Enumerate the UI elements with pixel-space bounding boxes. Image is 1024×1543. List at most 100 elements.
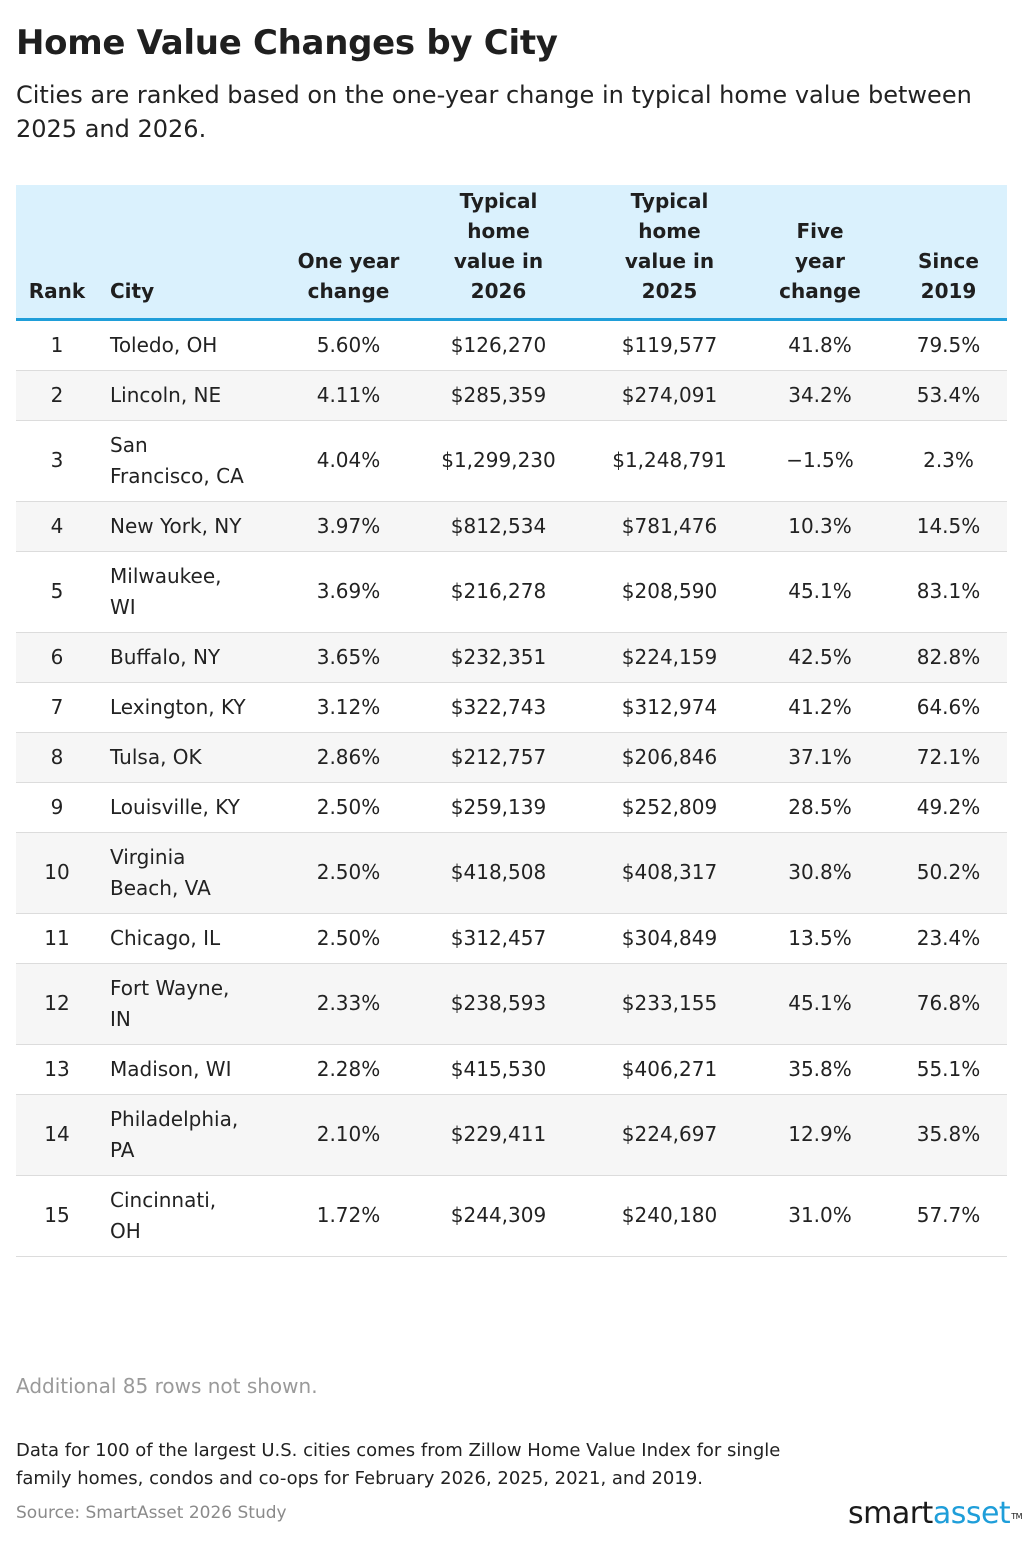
table-row: 15 Cincinnati, OH 1.72% $244,309 $240,180 31.… [16,1175,1007,1257]
since-2019-cell: 55.1% [890,1044,1007,1095]
since-2019-cell: 49.2% [890,782,1007,833]
since-2019-cell: 83.1% [890,551,1007,633]
city-cell: Tulsa, OK [98,732,289,783]
table-row: 7 Lexington, KY 3.12% $322,743 $312,974 41.2%… [16,682,1007,733]
table-row: 4 New York, NY 3.97% $812,534 $781,476 10.3% 1… [16,501,1007,552]
one-year-change-cell: 4.04% [289,420,408,502]
since-2019-cell: 82.8% [890,632,1007,683]
five-year-change-cell: 37.1% [750,732,890,783]
since-2019-cell: 57.7% [890,1175,1007,1257]
one-year-change-cell: 1.72% [289,1175,408,1257]
since-2019-cell: 72.1% [890,732,1007,783]
value-2025-cell: $119,577 [589,319,750,371]
five-year-change-cell: 30.8% [750,832,890,914]
logo-text-asset: asset [932,1496,1011,1531]
value-2025-cell: $304,849 [589,913,750,964]
column-header-city: City [98,185,289,321]
value-2026-cell: $418,508 [408,832,589,914]
one-year-change-cell: 2.50% [289,832,408,914]
column-header-value-2025: Typical home value in 2025 [589,185,750,321]
city-cell: Madison, WI [98,1044,289,1095]
value-2025-cell: $781,476 [589,501,750,552]
value-2025-cell: $312,974 [589,682,750,733]
since-2019-cell: 79.5% [890,319,1007,371]
five-year-change-cell: 31.0% [750,1175,890,1257]
table-row: 9 Louisville, KY 2.50% $259,139 $252,809 28.5… [16,782,1007,833]
city-cell: Louisville, KY [98,782,289,833]
value-2026-cell: $259,139 [408,782,589,833]
logo-text-smart: smart [847,1496,933,1531]
one-year-change-cell: 2.28% [289,1044,408,1095]
since-2019-cell: 76.8% [890,963,1007,1045]
value-2026-cell: $285,359 [408,370,589,421]
five-year-change-cell: 41.8% [750,319,890,371]
city-cell: San Francisco, CA [98,420,289,502]
value-2026-cell: $1,299,230 [408,420,589,502]
one-year-change-cell: 3.12% [289,682,408,733]
chart-subtitle: Cities are ranked based on the one-year … [16,81,972,143]
city-cell: Toledo, OH [98,319,289,371]
data-footnote: Data for 100 of the largest U.S. cities … [16,1440,781,1489]
rank-cell: 9 [16,782,98,833]
rank-cell: 2 [16,370,98,421]
rank-cell: 13 [16,1044,98,1095]
five-year-change-cell: 12.9% [750,1094,890,1176]
table-row: 12 Fort Wayne, IN 2.33% $238,593 $233,155 45.… [16,963,1007,1045]
one-year-change-cell: 4.11% [289,370,408,421]
value-2026-cell: $415,530 [408,1044,589,1095]
city-cell: New York, NY [98,501,289,552]
column-header-rank: Rank [16,185,98,321]
since-2019-cell: 64.6% [890,682,1007,733]
value-2026-cell: $212,757 [408,732,589,783]
five-year-change-cell: 42.5% [750,632,890,683]
since-2019-cell: 53.4% [890,370,1007,421]
one-year-change-cell: 2.33% [289,963,408,1045]
city-cell: Lexington, KY [98,682,289,733]
rank-cell: 11 [16,913,98,964]
rank-cell: 3 [16,420,98,502]
rank-cell: 15 [16,1175,98,1257]
source-line: Source: SmartAsset 2026 Study [16,1503,287,1523]
value-2026-cell: $812,534 [408,501,589,552]
column-header-since-2019: Since 2019 [890,185,1007,321]
table-row: 2 Lincoln, NE 4.11% $285,359 $274,091 34.2% 53… [16,370,1007,421]
table-row: 14 Philadelphia, PA 2.10% $229,411 $224,697 1… [16,1094,1007,1176]
table-row: 13 Madison, WI 2.28% $415,530 $406,271 35.8% 5… [16,1044,1007,1095]
since-2019-cell: 14.5% [890,501,1007,552]
city-cell: Lincoln, NE [98,370,289,421]
value-2026-cell: $126,270 [408,319,589,371]
value-2025-cell: $1,248,791 [589,420,750,502]
five-year-change-cell: 10.3% [750,501,890,552]
one-year-change-cell: 3.69% [289,551,408,633]
city-cell: Buffalo, NY [98,632,289,683]
rank-cell: 1 [16,319,98,371]
value-2026-cell: $322,743 [408,682,589,733]
value-2026-cell: $238,593 [408,963,589,1045]
column-header-five-year-change: Five year change [750,185,890,321]
rank-cell: 7 [16,682,98,733]
value-2025-cell: $274,091 [589,370,750,421]
one-year-change-cell: 2.50% [289,913,408,964]
rank-cell: 10 [16,832,98,914]
column-header-value-2026: Typical home value in 2026 [408,185,589,321]
value-2026-cell: $232,351 [408,632,589,683]
data-table: Rank City One year change Typical home v… [16,185,1007,1257]
five-year-change-cell: 34.2% [750,370,890,421]
rank-cell: 5 [16,551,98,633]
value-2026-cell: $229,411 [408,1094,589,1176]
value-2026-cell: $244,309 [408,1175,589,1257]
value-2025-cell: $208,590 [589,551,750,633]
since-2019-cell: 50.2% [890,832,1007,914]
city-cell: Philadelphia, PA [98,1094,289,1176]
value-2026-cell: $312,457 [408,913,589,964]
value-2025-cell: $224,697 [589,1094,750,1176]
value-2026-cell: $216,278 [408,551,589,633]
city-cell: Chicago, IL [98,913,289,964]
column-header-one-year-change: One year change [289,185,408,321]
rank-cell: 8 [16,732,98,783]
five-year-change-cell: 41.2% [750,682,890,733]
table-body: 1 Toledo, OH 5.60% $126,270 $119,577 41.8% 79.… [16,319,1007,1257]
since-2019-cell: 35.8% [890,1094,1007,1176]
five-year-change-cell: 45.1% [750,963,890,1045]
table-row: 10 Virginia Beach, VA 2.50% $418,508 $408,31… [16,832,1007,914]
